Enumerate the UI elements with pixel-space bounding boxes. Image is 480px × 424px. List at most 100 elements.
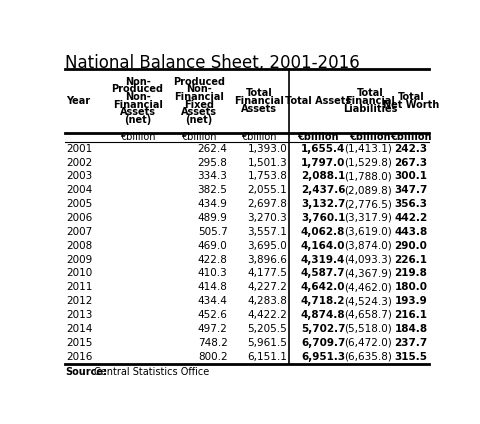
Text: 4,422.2: 4,422.2 — [247, 310, 287, 320]
Text: 219.8: 219.8 — [394, 268, 427, 279]
Text: 4,718.2: 4,718.2 — [300, 296, 345, 306]
Text: (1,529.8): (1,529.8) — [343, 158, 391, 167]
Text: 2013: 2013 — [66, 310, 93, 320]
Text: €billion: €billion — [390, 132, 431, 142]
Text: 4,283.8: 4,283.8 — [247, 296, 287, 306]
Text: 442.2: 442.2 — [394, 213, 427, 223]
Text: (4,658.7): (4,658.7) — [343, 310, 391, 320]
Text: 2004: 2004 — [66, 185, 92, 195]
Text: Non-: Non- — [124, 77, 150, 86]
Text: 1,501.3: 1,501.3 — [247, 158, 287, 167]
Text: 3,760.1: 3,760.1 — [300, 213, 345, 223]
Text: (1,413.1): (1,413.1) — [343, 144, 391, 153]
Text: (1,788.0): (1,788.0) — [343, 171, 391, 181]
Text: (3,874.0): (3,874.0) — [343, 241, 391, 251]
Text: 2006: 2006 — [66, 213, 92, 223]
Text: 2010: 2010 — [66, 268, 92, 279]
Text: Financial: Financial — [233, 96, 283, 106]
Text: 262.4: 262.4 — [197, 144, 227, 153]
Text: €billion: €billion — [120, 132, 155, 142]
Text: National Balance Sheet, 2001-2016: National Balance Sheet, 2001-2016 — [65, 54, 359, 72]
Text: 2,088.1: 2,088.1 — [300, 171, 345, 181]
Text: €billion: €billion — [240, 132, 276, 142]
Text: 334.3: 334.3 — [197, 171, 227, 181]
Text: 6,151.1: 6,151.1 — [247, 351, 287, 362]
Text: 2002: 2002 — [66, 158, 92, 167]
Text: 3,557.1: 3,557.1 — [247, 227, 287, 237]
Text: 315.5: 315.5 — [394, 351, 427, 362]
Text: 1,797.0: 1,797.0 — [300, 158, 345, 167]
Text: (3,317.9): (3,317.9) — [343, 213, 391, 223]
Text: 3,695.0: 3,695.0 — [247, 241, 287, 251]
Text: 414.8: 414.8 — [197, 282, 227, 292]
Text: 748.2: 748.2 — [197, 338, 227, 348]
Text: 422.8: 422.8 — [197, 254, 227, 265]
Text: 347.7: 347.7 — [393, 185, 427, 195]
Text: (4,093.3): (4,093.3) — [343, 254, 391, 265]
Text: 216.1: 216.1 — [394, 310, 427, 320]
Text: 2011: 2011 — [66, 282, 93, 292]
Text: 3,270.3: 3,270.3 — [247, 213, 287, 223]
Text: Produced: Produced — [172, 77, 224, 86]
Text: Assets: Assets — [180, 107, 216, 117]
Text: (net): (net) — [124, 115, 151, 125]
Text: 800.2: 800.2 — [197, 351, 227, 362]
Text: 434.4: 434.4 — [197, 296, 227, 306]
Text: 2003: 2003 — [66, 171, 92, 181]
Text: 180.0: 180.0 — [394, 282, 427, 292]
Text: 452.6: 452.6 — [197, 310, 227, 320]
Text: 2014: 2014 — [66, 324, 93, 334]
Text: (2,776.5): (2,776.5) — [343, 199, 391, 209]
Text: Liabilities: Liabilities — [342, 103, 396, 114]
Text: Central Statistics Office: Central Statistics Office — [94, 367, 209, 377]
Text: €billion: €billion — [297, 132, 338, 142]
Text: (4,462.0): (4,462.0) — [343, 282, 391, 292]
Text: 434.9: 434.9 — [197, 199, 227, 209]
Text: 4,587.7: 4,587.7 — [300, 268, 345, 279]
Text: 2015: 2015 — [66, 338, 93, 348]
Text: 4,164.0: 4,164.0 — [300, 241, 345, 251]
Text: 1,753.8: 1,753.8 — [247, 171, 287, 181]
Text: 295.8: 295.8 — [197, 158, 227, 167]
Text: 505.7: 505.7 — [197, 227, 227, 237]
Text: 5,702.7: 5,702.7 — [300, 324, 345, 334]
Text: 6,709.7: 6,709.7 — [300, 338, 345, 348]
Text: 4,227.2: 4,227.2 — [247, 282, 287, 292]
Text: 193.9: 193.9 — [394, 296, 427, 306]
Text: 2005: 2005 — [66, 199, 92, 209]
Text: Total Assets: Total Assets — [284, 96, 350, 106]
Text: 2,697.8: 2,697.8 — [247, 199, 287, 209]
Text: €billion: €billion — [348, 132, 390, 142]
Text: Assets: Assets — [120, 107, 156, 117]
Text: 5,205.5: 5,205.5 — [247, 324, 287, 334]
Text: Year: Year — [66, 96, 90, 106]
Text: Total: Total — [245, 88, 272, 98]
Text: (5,518.0): (5,518.0) — [343, 324, 391, 334]
Text: 410.3: 410.3 — [197, 268, 227, 279]
Text: 6,951.3: 6,951.3 — [300, 351, 345, 362]
Text: 5,961.5: 5,961.5 — [247, 338, 287, 348]
Text: 356.3: 356.3 — [394, 199, 427, 209]
Text: 443.8: 443.8 — [394, 227, 427, 237]
Text: Financial: Financial — [345, 96, 394, 106]
Text: €billion: €billion — [181, 132, 216, 142]
Text: Source:: Source: — [65, 367, 107, 377]
Text: (2,089.8): (2,089.8) — [343, 185, 391, 195]
Text: 4,177.5: 4,177.5 — [247, 268, 287, 279]
Text: Net Worth: Net Worth — [382, 100, 438, 110]
Text: Non-: Non- — [186, 84, 211, 95]
Text: (4,524.3): (4,524.3) — [343, 296, 391, 306]
Text: 1,393.0: 1,393.0 — [247, 144, 287, 153]
Text: Financial: Financial — [112, 100, 162, 110]
Text: 2,055.1: 2,055.1 — [247, 185, 287, 195]
Text: 290.0: 290.0 — [394, 241, 427, 251]
Text: 4,642.0: 4,642.0 — [300, 282, 345, 292]
Text: (6,635.8): (6,635.8) — [343, 351, 391, 362]
Text: 1,655.4: 1,655.4 — [300, 144, 345, 153]
Text: 2012: 2012 — [66, 296, 93, 306]
Text: (3,619.0): (3,619.0) — [343, 227, 391, 237]
Text: 2016: 2016 — [66, 351, 93, 362]
Text: 4,874.8: 4,874.8 — [300, 310, 345, 320]
Text: 3,896.6: 3,896.6 — [247, 254, 287, 265]
Text: 237.7: 237.7 — [394, 338, 427, 348]
